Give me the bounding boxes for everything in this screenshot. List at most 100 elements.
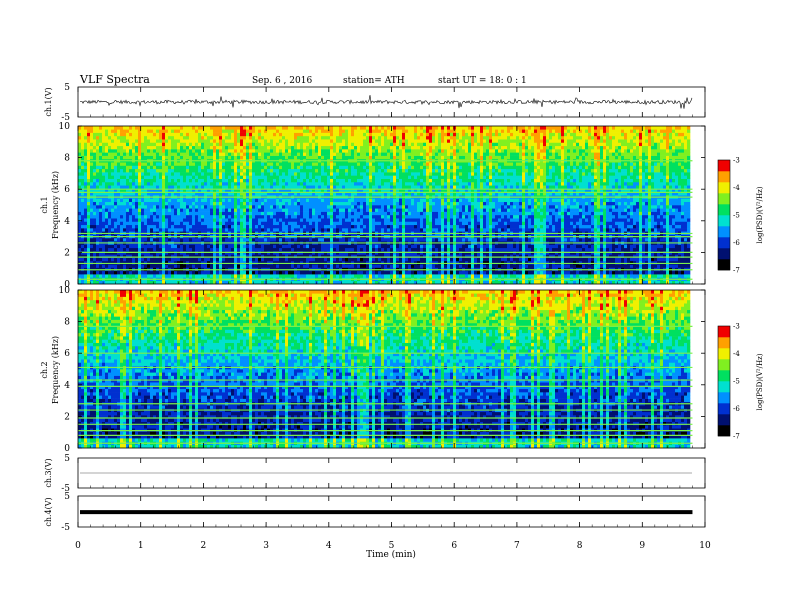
colorbar-cell-1-37 [718,166,730,169]
colorbar-cell-1-22 [718,207,730,210]
colorbar-cell-2-14 [718,395,730,398]
colorbar-cell-2-2 [718,428,730,431]
ch2-spec-ylabel-freq: Frequency (kHz) [51,336,60,404]
colorbar-cell-1-18 [718,218,730,221]
figure-title: VLF Spectra [79,73,150,86]
colorbar-cell-2-6 [718,417,730,420]
colorbar-cell-1-36 [718,168,730,171]
freq-tick-label-2-3: 6 [64,349,70,359]
colorbar-cell-2-32 [718,345,730,348]
ch3-ylabel: ch.3(V) [44,458,53,487]
colorbar-cell-1-33 [718,177,730,180]
ch3-panel: 5 -5 ch.3(V) [44,454,705,494]
colorbar-cell-2-12 [718,400,730,403]
colorbar-cell-1-6 [718,251,730,254]
colorbar-cell-2-3 [718,425,730,428]
colorbar-tick-2-4: -7 [733,433,740,441]
x-tick-label-2: 2 [201,541,207,551]
start-time-label: start UT = 18: 0 : 1 [438,76,527,86]
colorbar-cell-1-21 [718,210,730,213]
spectrogram-cells-2 [78,290,692,448]
colorbar-tick-2-2: -5 [733,378,740,386]
colorbar-cell-2-37 [718,332,730,335]
colorbar-cell-1-39 [718,160,730,163]
colorbar-cell-1-14 [718,229,730,232]
colorbar-cell-2-34 [718,340,730,343]
colorbar-cell-2-27 [718,359,730,362]
freq-tick-label-1-5: 10 [59,122,71,132]
colorbar-cell-1-26 [718,196,730,199]
colorbar-cell-1-8 [718,245,730,248]
x-tick-label-3: 3 [263,541,269,551]
colorbar-cell-1-29 [718,188,730,191]
colorbar-cell-2-29 [718,354,730,357]
colorbar-cell-2-4 [718,422,730,425]
colorbar-cell-1-25 [718,199,730,202]
colorbar-tick-1-2: -5 [733,212,740,220]
colorbar-cell-1-19 [718,215,730,218]
ch4-ylabel: ch.4(V) [44,497,53,526]
x-tick-label-0: 0 [75,541,81,551]
colorbar-cell-1-32 [718,179,730,182]
freq-tick-label-1-3: 6 [64,185,70,195]
ch4-ytick-top: 5 [64,492,70,502]
colorbar-cell-2-18 [718,384,730,387]
colorbar-cell-2-10 [718,406,730,409]
ch3-ytick-top: 5 [64,454,70,464]
colorbar-cell-2-28 [718,356,730,359]
colorbar-cell-1-28 [718,190,730,193]
colorbar-cell-1-5 [718,254,730,257]
ch1-ytick-top: 5 [64,83,70,93]
colorbar-cell-2-31 [718,348,730,351]
x-tick-label-1: 1 [138,541,144,551]
colorbar-cell-1-23 [718,204,730,207]
colorbar-cell-2-26 [718,362,730,365]
colorbar-cell-2-30 [718,351,730,354]
colorbar-cell-2-35 [718,337,730,340]
colorbar-cell-1-34 [718,174,730,177]
colorbar-cell-1-31 [718,182,730,185]
colorbar-cell-2-38 [718,329,730,332]
ch1-colorbar: -3-4-5-6-7 [718,157,740,275]
colorbar-tick-1-1: -4 [733,184,740,192]
colorbar-cell-2-16 [718,389,730,392]
x-tick-label-6: 6 [451,541,457,551]
colorbar-cell-2-21 [718,376,730,379]
colorbar-cell-1-20 [718,212,730,215]
ch2-spec-ylabel: ch.2 [40,361,49,378]
colorbar-tick-2-1: -4 [733,350,740,358]
colorbar-tick-1-4: -7 [733,267,740,275]
colorbar-cell-1-38 [718,163,730,166]
freq-tick-label-2-1: 2 [64,412,70,422]
ch1-spec-ylabel-freq: Frequency (kHz) [51,171,60,239]
colorbar-cell-2-7 [718,414,730,417]
ch1-colorbar-label: log(PSD)(V²/Hz) [756,186,764,243]
colorbar-cell-1-4 [718,256,730,259]
x-tick-label-10: 10 [699,541,711,551]
colorbar-cell-1-17 [718,221,730,224]
colorbar-cell-1-15 [718,226,730,229]
colorbar-cell-2-20 [718,378,730,381]
colorbar-cell-1-27 [718,193,730,196]
freq-tick-label-2-0: 0 [64,444,70,454]
ch4-ytick-bottom: -5 [61,523,70,533]
colorbar-cell-1-30 [718,185,730,188]
colorbar-cell-2-33 [718,343,730,346]
ch1-spec-ylabel: ch.1 [40,196,49,213]
colorbar-cell-2-22 [718,373,730,376]
colorbar-cell-1-35 [718,171,730,174]
colorbar-cell-2-17 [718,387,730,390]
freq-tick-label-2-4: 8 [64,318,70,328]
colorbar-cell-2-11 [718,403,730,406]
colorbar-cell-2-15 [718,392,730,395]
colorbar-cell-2-36 [718,334,730,337]
station-label: station= ATH [343,76,405,86]
colorbar-cell-2-13 [718,398,730,401]
colorbar-cell-1-12 [718,234,730,237]
ch1-panel: 5 -5 ch.1(V) [44,83,705,123]
freq-tick-label-2-5: 10 [59,286,71,296]
date-label: Sep. 6 , 2016 [252,76,312,86]
x-tick-label-9: 9 [639,541,645,551]
colorbar-cell-1-1 [718,265,730,268]
